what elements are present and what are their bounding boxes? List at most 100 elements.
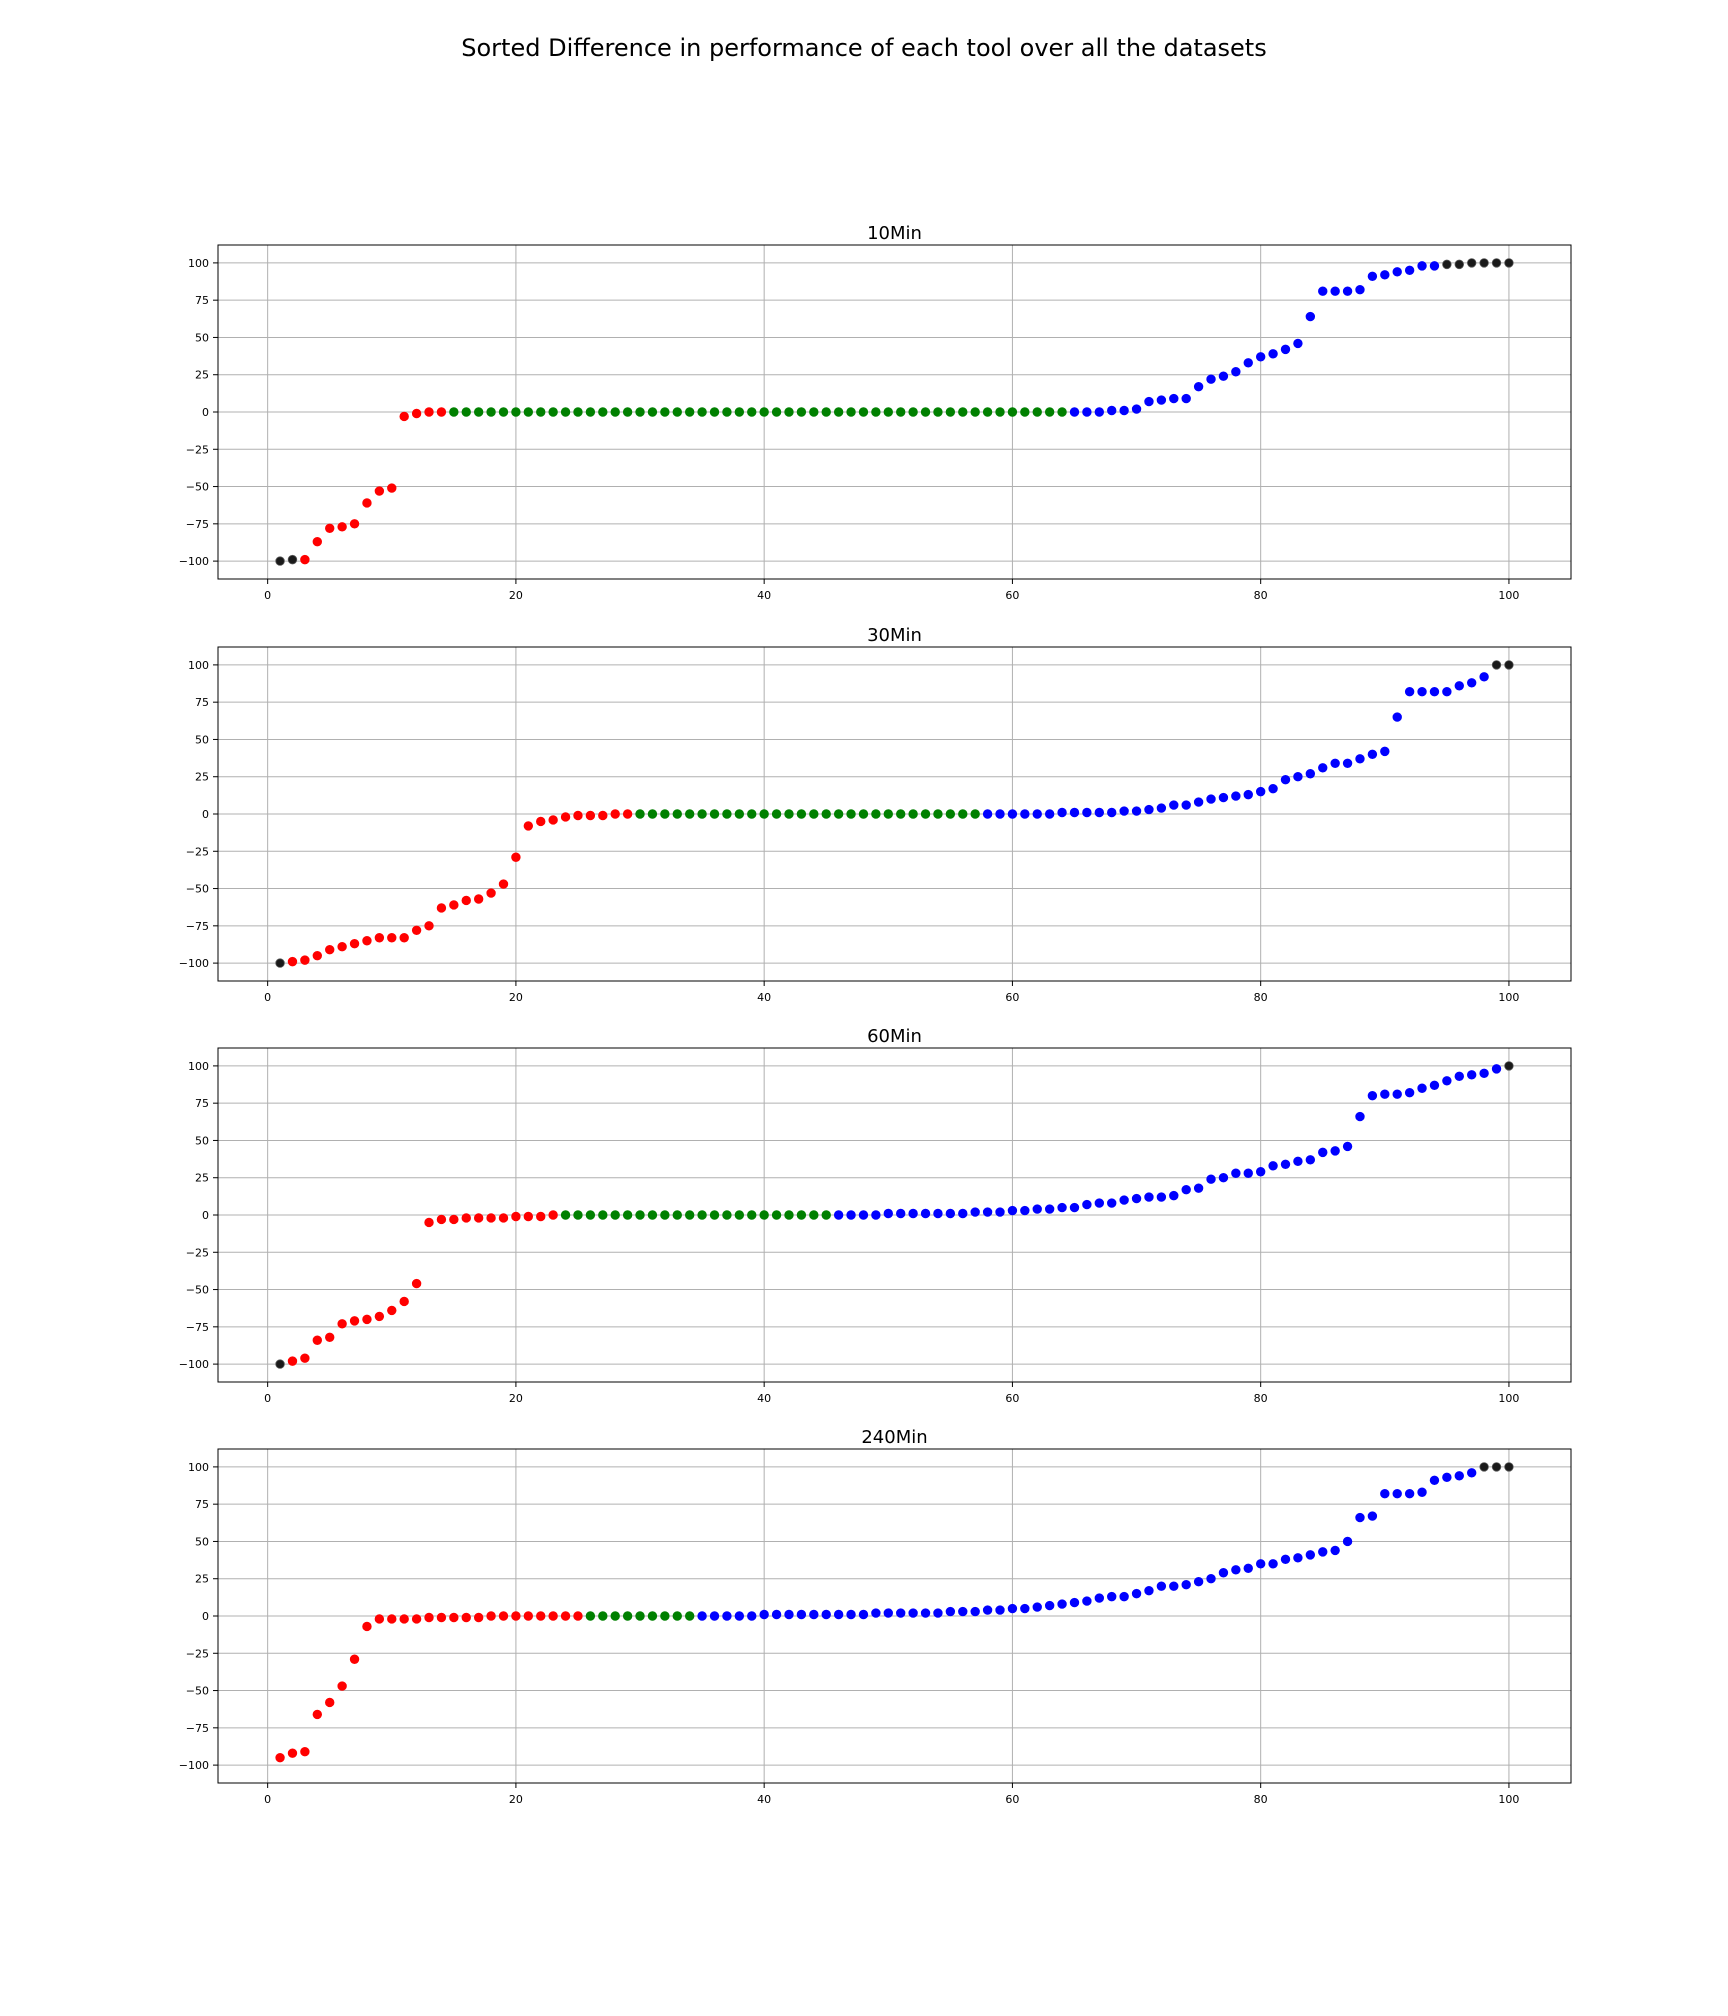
- y-tick-label: −100: [179, 1759, 209, 1772]
- data-point-green: [883, 809, 893, 819]
- data-point-green: [610, 407, 620, 417]
- data-point-black: [1491, 660, 1502, 670]
- data-point-blue: [1479, 1068, 1489, 1079]
- data-point-green: [970, 809, 980, 819]
- data-point-blue: [1429, 687, 1440, 697]
- y-tick-label: 100: [188, 257, 209, 270]
- data-point-blue: [1454, 1071, 1464, 1082]
- y-tick-label: −100: [179, 1358, 209, 1371]
- data-point-red: [387, 1305, 397, 1316]
- data-point-black: [287, 554, 298, 565]
- data-point-blue: [1342, 1141, 1353, 1152]
- data-point-blue: [1069, 407, 1080, 417]
- data-point-blue: [1044, 809, 1055, 819]
- data-point-green: [598, 1210, 608, 1220]
- data-point-blue: [995, 809, 1005, 819]
- x-tick-label: 20: [509, 1392, 523, 1405]
- data-point-green: [1044, 407, 1055, 417]
- data-point-black: [1479, 1462, 1489, 1472]
- data-point-red: [387, 483, 397, 493]
- data-point-red: [325, 523, 335, 534]
- data-point-red: [449, 1612, 459, 1623]
- x-tick-label: 80: [1254, 1793, 1268, 1806]
- data-point-red: [436, 1214, 447, 1225]
- data-point-blue: [1442, 1076, 1452, 1086]
- data-point-red: [523, 1611, 534, 1621]
- data-point-green: [982, 407, 993, 417]
- data-point-blue: [833, 1210, 844, 1220]
- data-point-blue: [958, 1606, 968, 1617]
- data-point-blue: [1206, 1574, 1216, 1584]
- data-point-green: [908, 809, 918, 819]
- data-point-blue: [1268, 1559, 1278, 1569]
- data-point-blue: [1380, 270, 1390, 280]
- data-point-blue: [833, 1609, 844, 1620]
- data-point-green: [809, 407, 819, 417]
- data-point-green: [958, 809, 968, 819]
- data-point-blue: [1454, 681, 1464, 691]
- data-point-red: [536, 1611, 546, 1621]
- y-tick-label: 25: [195, 1573, 209, 1586]
- data-point-red: [337, 1319, 347, 1329]
- data-point-blue: [1082, 407, 1092, 417]
- data-point-red: [349, 1316, 360, 1326]
- data-point-red: [511, 1611, 521, 1621]
- data-point-red: [523, 1211, 534, 1222]
- data-point-red: [548, 1611, 558, 1621]
- data-point-blue: [1193, 797, 1204, 807]
- data-point-blue: [1193, 1577, 1204, 1587]
- data-point-blue: [1330, 1545, 1340, 1556]
- data-point-green: [672, 809, 682, 819]
- data-point-red: [598, 810, 608, 821]
- data-point-green: [846, 407, 856, 417]
- data-point-green: [660, 1611, 670, 1621]
- data-point-blue: [1094, 807, 1105, 818]
- data-point-red: [362, 936, 372, 946]
- data-point-green: [697, 1210, 707, 1220]
- data-point-blue: [896, 1208, 906, 1219]
- data-point-blue: [920, 1208, 931, 1219]
- data-point-blue: [908, 1608, 918, 1618]
- y-tick-label: 75: [195, 1498, 209, 1511]
- data-point-green: [809, 809, 819, 819]
- data-point-blue: [1466, 1070, 1477, 1080]
- data-point-red: [560, 1611, 571, 1621]
- data-point-blue: [1218, 1173, 1229, 1183]
- data-point-blue: [1293, 1156, 1303, 1167]
- data-point-red: [486, 1611, 496, 1621]
- x-tick-label: 0: [264, 1793, 271, 1806]
- data-point-blue: [1255, 1559, 1266, 1569]
- data-point-blue: [846, 1210, 856, 1220]
- data-point-green: [461, 407, 471, 417]
- y-tick-label: 75: [195, 696, 209, 709]
- data-point-green: [833, 809, 844, 819]
- data-point-blue: [1243, 1168, 1253, 1178]
- data-point-red: [362, 1621, 372, 1632]
- data-point-blue: [1305, 769, 1316, 779]
- data-point-red: [287, 956, 298, 967]
- data-point-red: [461, 1213, 471, 1223]
- data-point-blue: [1057, 1202, 1067, 1213]
- data-point-blue: [1094, 407, 1105, 417]
- data-point-green: [486, 407, 496, 417]
- figure-title: Sorted Difference in performance of each…: [461, 34, 1267, 62]
- data-point-blue: [1069, 1597, 1080, 1608]
- data-point-red: [337, 1681, 347, 1691]
- data-point-blue: [1268, 783, 1278, 794]
- data-point-blue: [1404, 687, 1415, 697]
- data-point-green: [809, 1210, 819, 1220]
- data-point-green: [846, 809, 856, 819]
- x-tick-label: 0: [264, 1392, 271, 1405]
- data-point-green: [660, 407, 670, 417]
- data-point-red: [424, 1217, 434, 1228]
- data-point-red: [374, 1614, 385, 1624]
- x-tick-label: 20: [509, 589, 523, 602]
- subplot-30min: 0 20 40 60 80 100 −100 −75 −50 −25 0 25 50 75 100 30Min: [179, 625, 1572, 1004]
- data-point-red: [300, 1353, 310, 1363]
- data-point-red: [349, 1654, 360, 1664]
- data-point-blue: [995, 1207, 1005, 1217]
- y-tick-label: 0: [202, 1209, 209, 1222]
- data-point-green: [759, 1210, 769, 1220]
- data-point-blue: [1156, 1192, 1167, 1202]
- data-point-blue: [1007, 809, 1018, 819]
